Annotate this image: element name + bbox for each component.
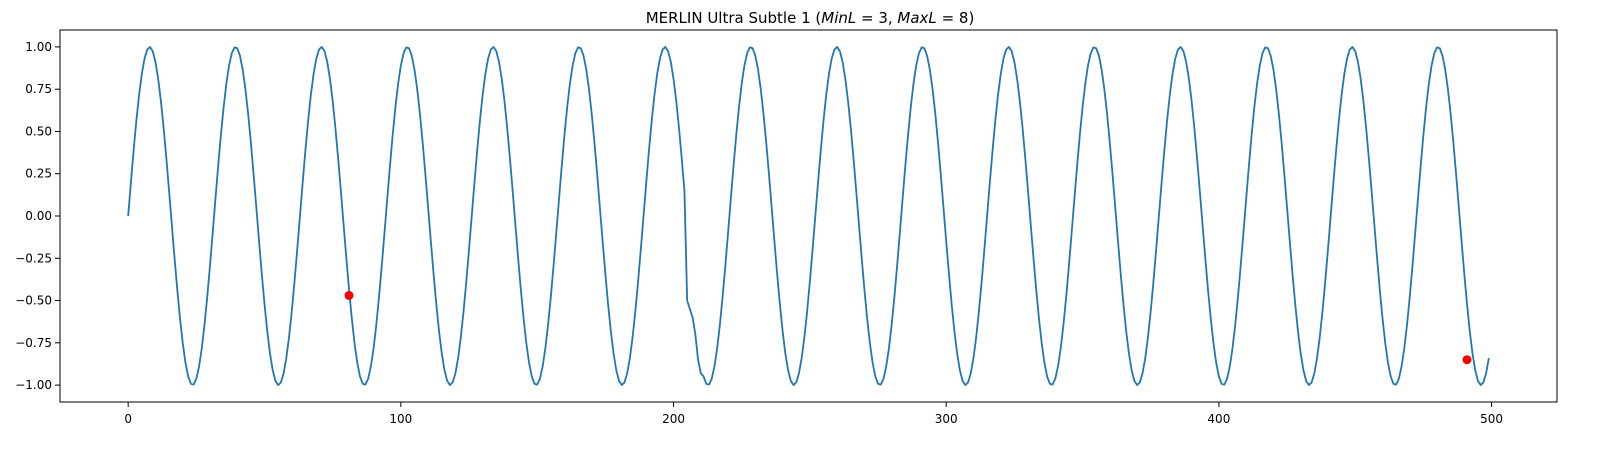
series-line: [127, 46, 1490, 386]
anomaly-point-1: [344, 290, 354, 300]
chart-title: MERLIN Ultra Subtle 1 (MinL = 3, MaxL = …: [646, 9, 975, 27]
chart-title-maxl-var: MaxL: [897, 9, 936, 27]
y-tick-label: 0.50: [25, 124, 52, 138]
anomaly-point-2: [1462, 355, 1472, 365]
y-tick-label: 0.25: [25, 167, 52, 181]
chart-title-minl-var: MinL: [821, 9, 856, 27]
chart-title-text: MERLIN Ultra Subtle 1: [646, 9, 816, 27]
x-tick-label: 400: [1207, 412, 1230, 426]
axis-ticks: 0 100 200 300 400 500 1.00 0.75 0.50 0.25 0.00 −0.2…: [15, 40, 1503, 426]
y-tick-label: −1.00: [15, 378, 52, 392]
x-tick-label: 200: [662, 412, 685, 426]
y-tick-label: −0.50: [15, 294, 52, 308]
plot-area: [127, 46, 1490, 386]
chart-title-minl-value: = 3,: [856, 9, 897, 27]
x-tick-label: 0: [124, 412, 132, 426]
x-tick-label: 300: [935, 412, 958, 426]
y-tick-label: 0.75: [25, 82, 52, 96]
y-tick-label: −0.25: [15, 251, 52, 265]
y-tick-label: 0.00: [25, 209, 52, 223]
x-tick-label: 100: [389, 412, 412, 426]
chart-title-maxl-value: = 8): [937, 9, 975, 27]
y-tick-label: −0.75: [15, 336, 52, 350]
y-tick-label: 1.00: [25, 40, 52, 54]
x-tick-label: 500: [1480, 412, 1503, 426]
axes-frame: [59, 29, 1558, 403]
chart-title-open: (: [815, 9, 821, 27]
